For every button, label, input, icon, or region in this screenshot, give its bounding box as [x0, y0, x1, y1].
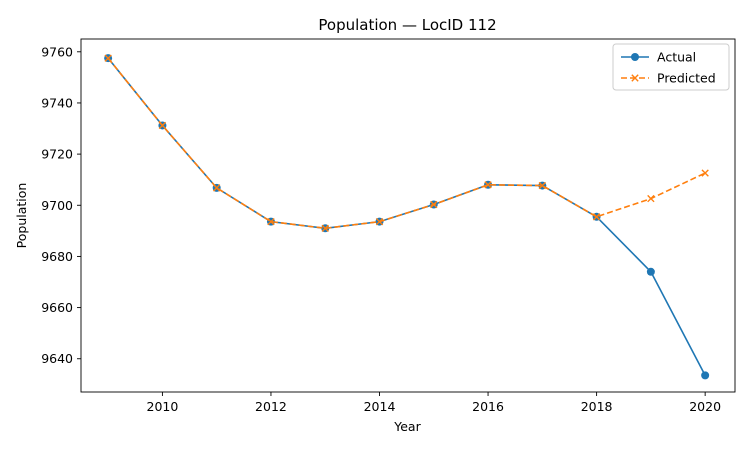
data-point: [592, 213, 601, 221]
legend-label: Actual: [657, 50, 696, 65]
y-tick-label: 9640: [41, 351, 73, 366]
data-point: [158, 121, 167, 130]
data-point: [430, 200, 438, 209]
y-axis-label: Population: [14, 183, 29, 249]
data-point: [212, 184, 221, 192]
plot-area: [80, 38, 736, 393]
legend-item-actual: Actual: [621, 50, 696, 65]
series-predicted: [104, 54, 709, 232]
y-tick-label: 9740: [41, 95, 73, 110]
data-point: [701, 169, 709, 177]
data-point: [538, 181, 547, 190]
data-point: [646, 267, 655, 276]
data-point: [104, 54, 112, 62]
x-tick-label: 2020: [689, 399, 721, 414]
series-line: [107, 57, 706, 230]
legend: Actual Predicted: [612, 43, 730, 91]
data-point: [701, 371, 710, 380]
legend-item-predicted: Predicted: [621, 71, 716, 86]
data-point: [647, 194, 655, 203]
plot-frame: [80, 38, 736, 393]
x-axis-ticks: 2010 2012 2014 2016 2018 2020: [147, 392, 721, 414]
y-tick-label: 9720: [41, 147, 73, 162]
data-point: [267, 217, 275, 226]
y-tick-label: 9700: [41, 198, 73, 213]
data-point: [484, 181, 492, 189]
chart-title: Population — LocID 112: [318, 16, 496, 34]
x-tick-label: 2012: [255, 399, 287, 414]
y-tick-label: 9660: [41, 300, 73, 315]
x-axis-label: Year: [393, 419, 421, 434]
y-axis-ticks: 9640 9660 9680 9700 9720 9740 9760: [41, 44, 81, 366]
legend-marker: [631, 53, 639, 61]
x-tick-label: 2014: [364, 399, 396, 414]
x-tick-label: 2016: [472, 399, 504, 414]
y-tick-label: 9760: [41, 44, 73, 59]
legend-label: Predicted: [657, 71, 716, 86]
data-point: [321, 224, 329, 232]
y-tick-label: 9680: [41, 249, 73, 264]
x-tick-label: 2018: [581, 399, 613, 414]
data-point: [375, 217, 384, 226]
legend-marker: [631, 74, 639, 82]
series-layer: [104, 54, 710, 380]
x-tick-label: 2010: [147, 399, 179, 414]
